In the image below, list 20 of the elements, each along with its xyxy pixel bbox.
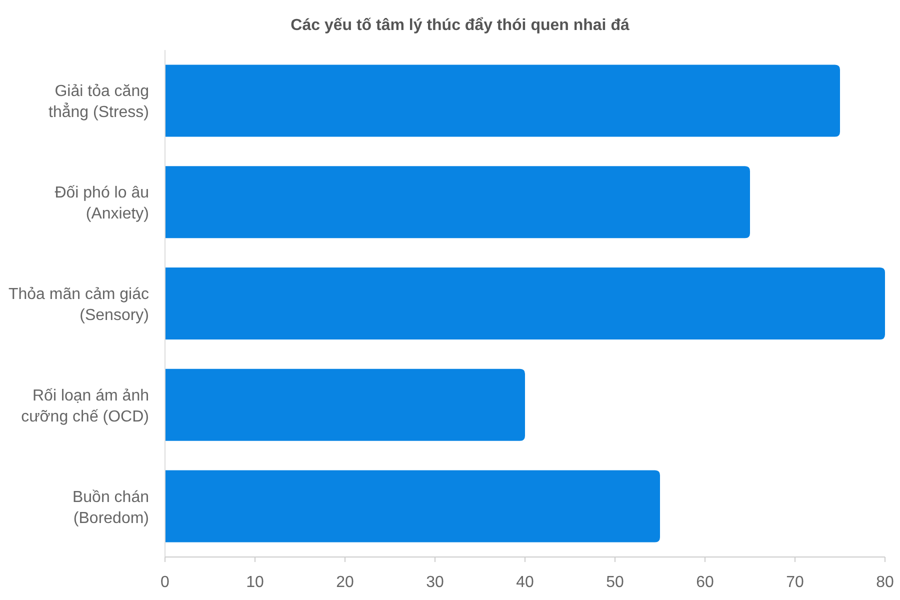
bar xyxy=(165,368,525,441)
x-tick-label: 50 xyxy=(606,574,624,591)
x-tick-label: 10 xyxy=(246,574,264,591)
x-tick-label: 70 xyxy=(786,574,804,591)
bar xyxy=(165,268,885,340)
x-tick-label: 80 xyxy=(876,574,894,591)
x-tick-label: 60 xyxy=(696,574,714,591)
y-tick-label: Đối phó lo âu (Anxiety) xyxy=(54,184,149,223)
bar xyxy=(165,166,750,238)
bar xyxy=(165,64,840,137)
x-tick-label: 20 xyxy=(336,574,354,591)
chart-title: Các yếu tố tâm lý thúc đẩy thói quen nhai đá xyxy=(290,17,630,34)
y-tick-label: Giải tỏa căng thẳng (Stress) xyxy=(48,83,149,122)
x-tick-label: 40 xyxy=(516,574,534,591)
y-tick-label: Thỏa mãn cảm giác (Sensory) xyxy=(8,286,149,324)
x-tick-label: 0 xyxy=(160,574,170,591)
bar xyxy=(165,470,660,542)
y-tick-label: Buồn chán (Boredom) xyxy=(72,488,149,527)
y-tick-label: Rối loạn ám ảnh cưỡng chế (OCD) xyxy=(21,387,149,426)
x-tick-label: 30 xyxy=(426,574,444,591)
